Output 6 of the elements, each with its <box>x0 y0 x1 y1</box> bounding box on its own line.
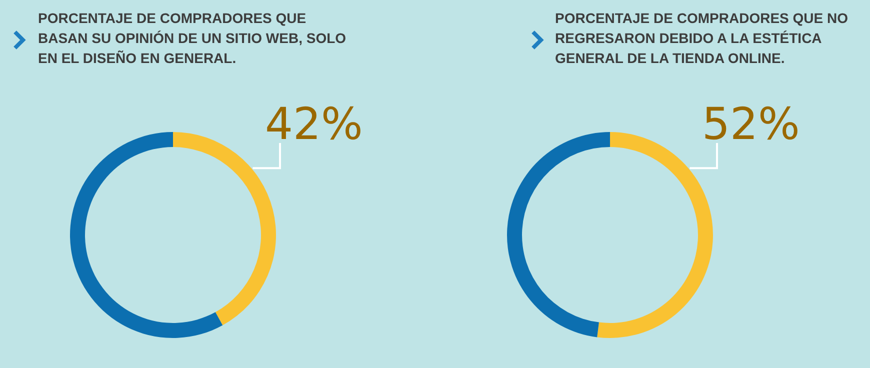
donut-slice <box>507 132 610 338</box>
chart-title: PORCENTAJE DE COMPRADORES QUE NO REGRESARON DEBIDO A LA ESTÉTICA GENERAL DE LA TIENDA ONLINE. <box>555 9 849 68</box>
data-label: 52% <box>702 99 800 150</box>
donut-slice <box>70 132 223 338</box>
chart-title: PORCENTAJE DE COMPRADORES QUE BASAN SU OPINIÓN DE UN SITIO WEB, SOLO EN EL DISEÑO EN GENERAL. <box>38 9 348 68</box>
data-label: 42% <box>265 99 363 150</box>
